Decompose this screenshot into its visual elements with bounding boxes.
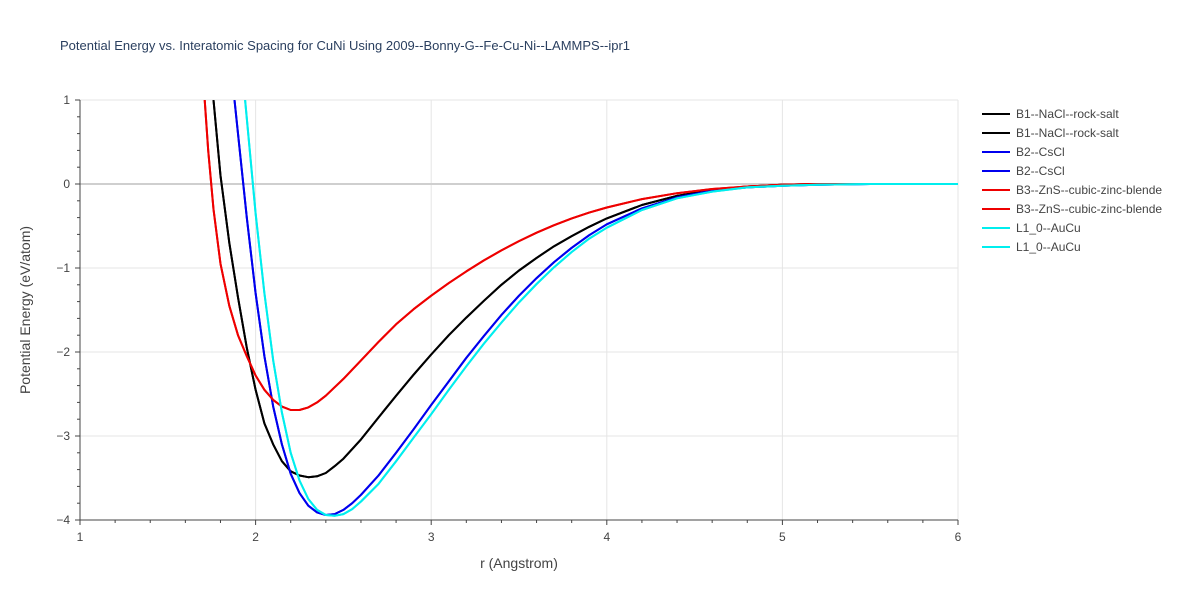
legend-item[interactable]: L1_0--AuCu — [982, 240, 1081, 254]
legend-item[interactable]: L1_0--AuCu — [982, 221, 1081, 235]
y-tick-label: −2 — [56, 345, 70, 359]
legend[interactable]: B1--NaCl--rock-salt B1--NaCl--rock-salt B2… — [982, 107, 1162, 254]
legend-label: B1--NaCl--rock-salt — [1016, 126, 1119, 140]
legend-item[interactable]: B2--CsCl — [982, 145, 1065, 159]
legend-label: L1_0--AuCu — [1016, 240, 1081, 254]
legend-item[interactable]: B3--ZnS--cubic-zinc-blende — [982, 183, 1162, 197]
axes — [75, 99, 959, 525]
legend-label: L1_0--AuCu — [1016, 221, 1081, 235]
legend-label: B2--CsCl — [1016, 164, 1065, 178]
y-tick-label: −4 — [56, 513, 70, 527]
grid-lines — [80, 99, 959, 520]
y-tick-label: 1 — [63, 93, 70, 107]
x-tick-label: 4 — [603, 530, 610, 544]
legend-item[interactable]: B3--ZnS--cubic-zinc-blende — [982, 202, 1162, 216]
x-tick-label: 1 — [77, 530, 84, 544]
x-axis-title: r (Angstrom) — [480, 555, 558, 571]
series-line-0 — [212, 100, 958, 479]
plot-area — [203, 100, 958, 517]
legend-item[interactable]: B2--CsCl — [982, 164, 1065, 178]
y-tick-label: −1 — [56, 261, 70, 275]
series-line-6 — [244, 100, 958, 517]
x-tick-label: 2 — [252, 530, 259, 544]
series-line-7 — [244, 100, 958, 517]
legend-label: B2--CsCl — [1016, 145, 1065, 159]
y-axis-title: Potential Energy (eV/atom) — [17, 226, 33, 394]
chart-title: Potential Energy vs. Interatomic Spacing… — [60, 38, 630, 53]
legend-item[interactable]: B1--NaCl--rock-salt — [982, 126, 1119, 140]
x-tick-label: 6 — [955, 530, 962, 544]
series-line-1 — [212, 100, 958, 479]
series-line-3 — [233, 100, 958, 516]
legend-item[interactable]: B1--NaCl--rock-salt — [982, 107, 1119, 121]
x-tick-label: 5 — [779, 530, 786, 544]
legend-label: B1--NaCl--rock-salt — [1016, 107, 1119, 121]
series-line-5 — [203, 100, 958, 411]
series-line-2 — [233, 100, 958, 516]
series-line-4 — [203, 100, 958, 411]
tick-labels: 1 2 3 4 5 6 1 0 −1 −2 −3 −4 — [56, 93, 961, 544]
x-tick-label: 3 — [428, 530, 435, 544]
legend-label: B3--ZnS--cubic-zinc-blende — [1016, 183, 1162, 197]
y-tick-label: 0 — [63, 177, 70, 191]
y-tick-label: −3 — [56, 429, 70, 443]
legend-label: B3--ZnS--cubic-zinc-blende — [1016, 202, 1162, 216]
